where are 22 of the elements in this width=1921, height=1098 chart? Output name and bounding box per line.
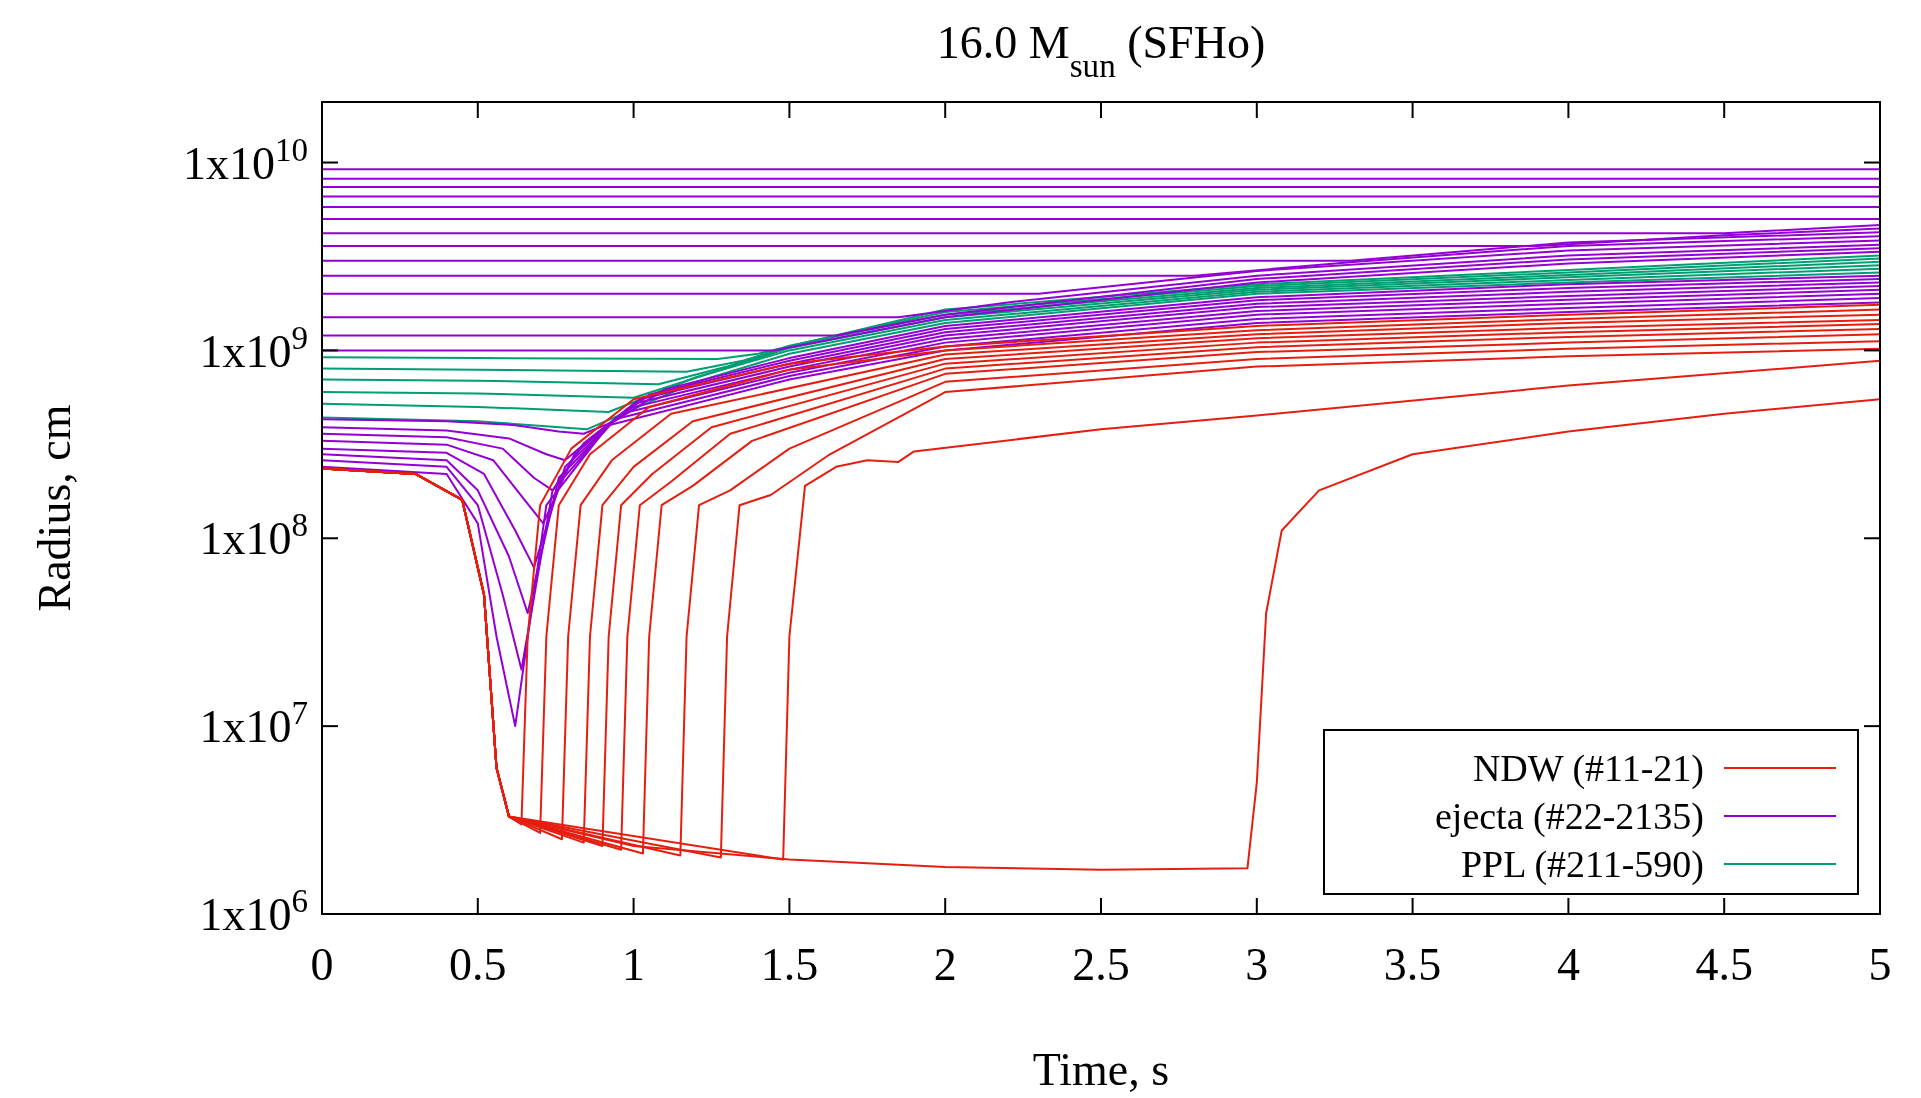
x-tick-label: 2 — [933, 939, 957, 990]
x-tick-label: 3.5 — [1383, 939, 1442, 990]
legend-label: ejecta (#22-2135) — [1434, 795, 1704, 839]
x-tick-label: 4 — [1556, 939, 1580, 990]
legend-label: NDW (#11-21) — [1472, 747, 1704, 791]
x-tick-label: 2.5 — [1072, 939, 1130, 990]
chart-title: 16.0 M$_{sun}$ (SFHo) — [936, 17, 1266, 84]
x-tick-label: 4.5 — [1695, 939, 1753, 990]
y-tick-label: 1x10$^{6}$ — [199, 881, 308, 941]
legend-label: PPL (#211-590) — [1460, 843, 1704, 887]
y-tick-label: 1x10$^{10}$ — [182, 130, 308, 189]
y-axis-title: Radius, cm — [29, 404, 80, 612]
x-tick-label: 0 — [310, 939, 334, 990]
x-tick-label: 1.5 — [760, 939, 819, 990]
x-tick-label: 5 — [1868, 939, 1892, 990]
x-tick-label: 1 — [622, 939, 646, 990]
y-tick-label: 1x10$^{9}$ — [199, 318, 308, 377]
y-tick-label: 1x10$^{8}$ — [199, 505, 308, 565]
x-tick-label: 0.5 — [449, 939, 507, 990]
y-tick-label: 1x10$^{7}$ — [199, 693, 308, 753]
x-axis-title: Time, s — [1032, 1044, 1170, 1095]
x-tick-label: 3 — [1245, 939, 1269, 990]
